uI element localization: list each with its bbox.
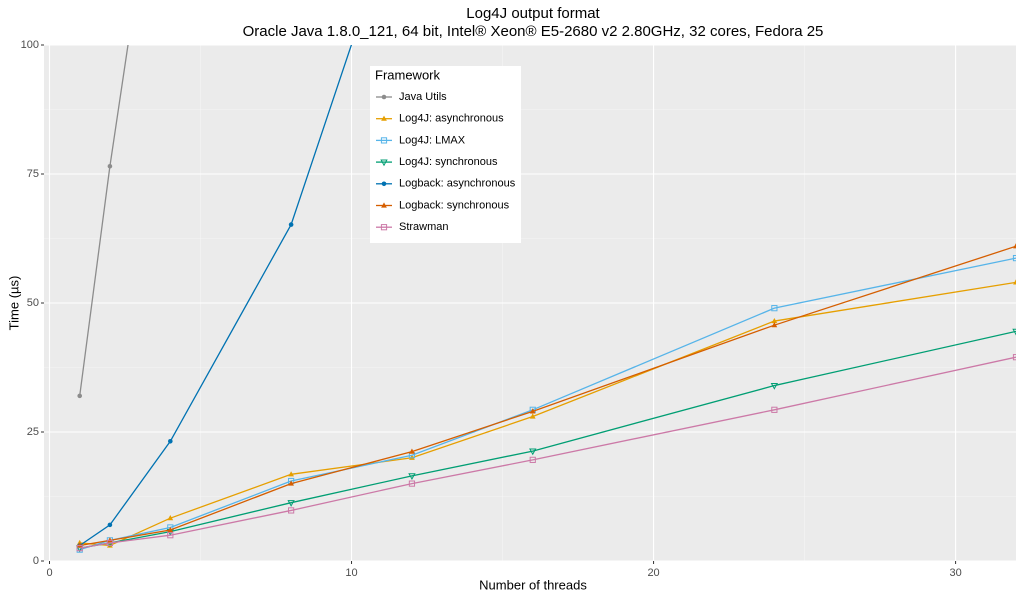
legend-label: Logback: asynchronous — [399, 178, 516, 190]
y-tick-label: 0 — [33, 555, 39, 567]
x-tick-label: 0 — [46, 567, 52, 579]
marker — [771, 322, 778, 328]
marker — [1013, 279, 1016, 285]
x-axis-label: Number of threads — [479, 577, 587, 592]
marker — [529, 413, 536, 419]
legend-label: Java Utils — [399, 91, 447, 103]
marker — [409, 454, 415, 460]
marker — [168, 438, 173, 444]
marker — [380, 137, 388, 144]
legend-label: Strawman — [399, 221, 449, 233]
marker — [288, 222, 294, 227]
marker — [529, 456, 536, 463]
series-line — [79, 245, 1016, 547]
marker — [529, 408, 536, 414]
marker — [288, 507, 295, 514]
marker — [107, 537, 113, 543]
marker — [1013, 243, 1016, 249]
marker — [381, 202, 387, 208]
marker — [76, 545, 83, 552]
x-tick-label: 10 — [345, 567, 357, 579]
legend-label: Log4J: LMAX — [399, 134, 466, 146]
marker — [381, 181, 387, 187]
marker — [408, 473, 416, 481]
marker — [77, 393, 83, 399]
marker — [167, 532, 174, 539]
marker — [381, 94, 387, 100]
marker — [771, 305, 778, 312]
marker — [409, 448, 415, 454]
marker — [770, 382, 779, 390]
marker — [287, 500, 295, 507]
legend-label: Log4J: asynchronous — [399, 113, 504, 125]
chart-title: Log4J output format — [466, 5, 600, 22]
y-axis-label: Time (µs) — [6, 276, 21, 331]
y-tick-label: 75 — [27, 168, 39, 180]
legend-label: Log4J: synchronous — [399, 156, 498, 168]
marker — [771, 317, 778, 324]
marker — [167, 515, 174, 521]
marker — [380, 224, 388, 231]
marker — [107, 163, 113, 169]
chart-subtitle: Oracle Java 1.8.0_121, 64 bit, Intel® Xe… — [243, 23, 824, 40]
marker — [288, 480, 294, 486]
legend-title: Framework — [375, 67, 441, 82]
x-tick-label: 20 — [647, 567, 659, 579]
marker — [107, 522, 113, 528]
marker — [529, 448, 537, 456]
marker — [1012, 328, 1016, 336]
y-tick-label: 25 — [27, 426, 39, 438]
marker — [167, 526, 174, 533]
marker — [106, 539, 114, 547]
series-line — [79, 356, 1016, 549]
y-tick-label: 100 — [21, 39, 39, 51]
marker — [771, 406, 778, 413]
marker — [1012, 354, 1016, 361]
legend-box — [370, 66, 521, 243]
legend-label: Logback: synchronous — [399, 199, 510, 211]
marker — [1012, 255, 1016, 262]
x-tick-label: 30 — [949, 567, 961, 579]
marker — [380, 159, 388, 167]
marker — [288, 471, 294, 477]
y-tick-label: 50 — [27, 297, 39, 309]
marker — [107, 542, 113, 548]
marker — [381, 115, 387, 121]
marker — [408, 480, 416, 487]
